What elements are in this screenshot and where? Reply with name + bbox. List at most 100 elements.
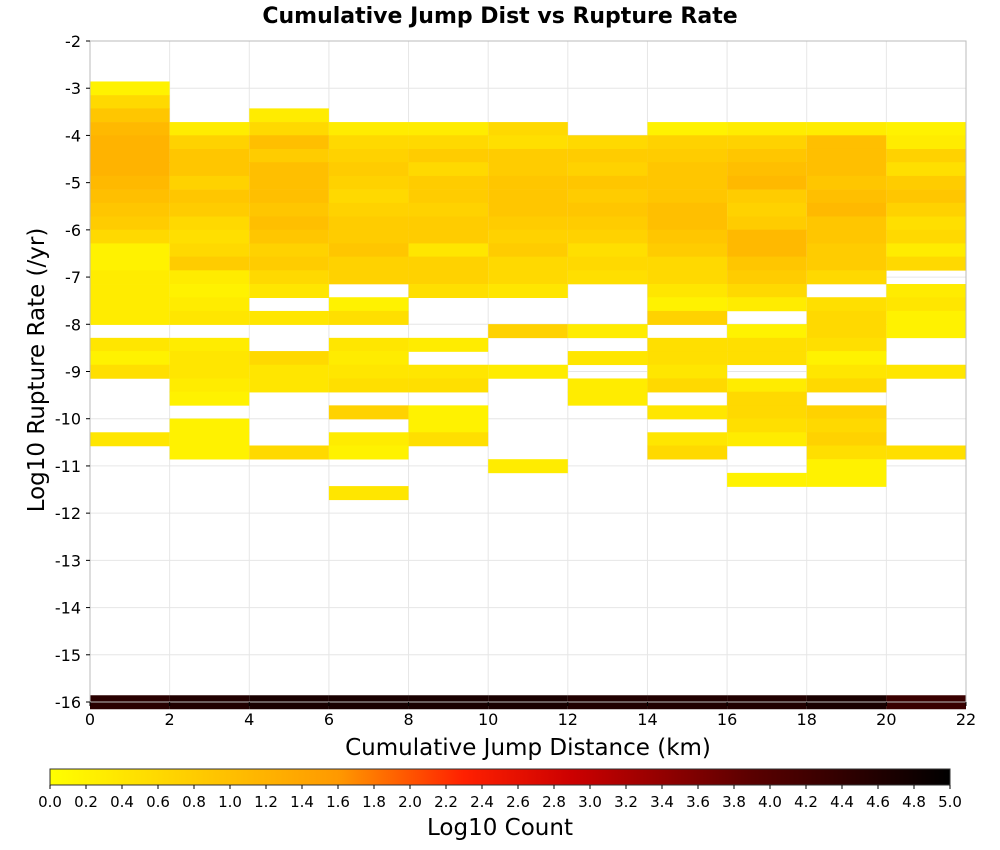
heatmap-cell (807, 351, 887, 365)
heatmap-cell (170, 338, 250, 352)
heatmap-cell (170, 419, 250, 433)
heatmap-cell (886, 122, 966, 136)
y-axis-label: Log10 Rupture Rate (/yr) (24, 228, 50, 513)
heatmap-cell (90, 81, 170, 95)
colorbar-tick-label: 2.2 (434, 793, 458, 811)
heatmap-cell (807, 203, 887, 217)
heatmap-cell (249, 378, 329, 392)
heatmap-cell (488, 176, 568, 190)
heatmap-cell (170, 392, 250, 406)
y-tick-label: -10 (55, 410, 81, 429)
heatmap-cell (90, 257, 170, 271)
y-tick-label: -15 (55, 646, 81, 665)
heatmap-cell (647, 378, 727, 392)
heatmap-cell (409, 432, 489, 446)
x-tick-label: 18 (797, 710, 817, 729)
heatmap-cell (727, 419, 807, 433)
y-tick-label: -14 (55, 599, 81, 618)
heatmap-cell (488, 203, 568, 217)
heatmap-cell (488, 257, 568, 271)
x-axis-label: Cumulative Jump Distance (km) (345, 735, 711, 761)
heatmap-cell (249, 445, 329, 459)
heatmap-cell (249, 108, 329, 122)
heatmap-cell (886, 176, 966, 190)
heatmap-cell (249, 351, 329, 365)
heatmap-cell (249, 122, 329, 136)
heatmap-cell (409, 149, 489, 163)
heatmap-cell (90, 297, 170, 311)
y-tick-label: -5 (65, 174, 81, 193)
heatmap-cell (409, 405, 489, 419)
heatmap-cell (409, 230, 489, 244)
heatmap-cell (329, 405, 409, 419)
heatmap-cell (170, 432, 250, 446)
heatmap-cell (647, 149, 727, 163)
heatmap-cell (409, 378, 489, 392)
heatmap-cell (329, 351, 409, 365)
heatmap-cell (807, 270, 887, 284)
heatmap-cell (249, 162, 329, 176)
heatmap-cell (90, 230, 170, 244)
heatmap-cell (727, 217, 807, 231)
heatmap-cell (568, 203, 648, 217)
heatmap-cell (807, 176, 887, 190)
heatmap-cell (727, 351, 807, 365)
heatmap-cell (727, 230, 807, 244)
heatmap-cell (886, 243, 966, 257)
heatmap-cell (488, 459, 568, 473)
heatmap-cell (647, 405, 727, 419)
heatmap-cell (886, 162, 966, 176)
colorbar-tick-label: 2.8 (542, 793, 566, 811)
heatmap-cell (329, 338, 409, 352)
heatmap-cell (807, 324, 887, 338)
heatmap-cell (886, 217, 966, 231)
heatmap-cell (647, 122, 727, 136)
x-tick-label: 0 (85, 710, 95, 729)
heatmap-cell (90, 243, 170, 257)
heatmap-cell (727, 270, 807, 284)
heatmap-cell (170, 122, 250, 136)
colorbar-label: Log10 Count (427, 815, 573, 841)
heatmap-cell (727, 338, 807, 352)
heatmap-cell (727, 135, 807, 149)
colorbar-tick-label: 1.6 (326, 793, 350, 811)
heatmap-cell (90, 149, 170, 163)
heatmap-cell (170, 284, 250, 298)
heatmap-cell (886, 203, 966, 217)
heatmap-cell (807, 297, 887, 311)
heatmap-cell (329, 149, 409, 163)
heatmap-cell (249, 203, 329, 217)
heatmap-cell (329, 297, 409, 311)
y-tick-label: -8 (65, 315, 81, 334)
heatmap-cell (170, 190, 250, 204)
heatmap-cell (90, 432, 170, 446)
x-tick-label: 10 (478, 710, 498, 729)
heatmap-cell (488, 324, 568, 338)
heatmap-cell (249, 217, 329, 231)
heatmap-cell (727, 473, 807, 487)
heatmap-cell (329, 257, 409, 271)
heatmap-cell (90, 203, 170, 217)
colorbar-tick-label: 2.4 (470, 793, 494, 811)
heatmap-cell (90, 176, 170, 190)
heatmap-cell (249, 230, 329, 244)
heatmap-cell (170, 162, 250, 176)
x-tick-label: 16 (717, 710, 737, 729)
heatmap-cell (249, 135, 329, 149)
heatmap-cell (409, 162, 489, 176)
heatmap-cell (488, 284, 568, 298)
heatmap-cell (488, 190, 568, 204)
colorbar-tick-label: 4.6 (866, 793, 890, 811)
heatmap-cell (647, 257, 727, 271)
heatmap-cell (170, 176, 250, 190)
heatmap-cell (409, 284, 489, 298)
heatmap-cell (647, 432, 727, 446)
x-tick-label: 14 (637, 710, 657, 729)
heatmap-cell (568, 378, 648, 392)
heatmap-cell (807, 445, 887, 459)
heatmap-cell (329, 432, 409, 446)
heatmap-cell (886, 190, 966, 204)
heatmap-cell (329, 203, 409, 217)
x-tick-label: 12 (558, 710, 578, 729)
heatmap-cell (647, 243, 727, 257)
